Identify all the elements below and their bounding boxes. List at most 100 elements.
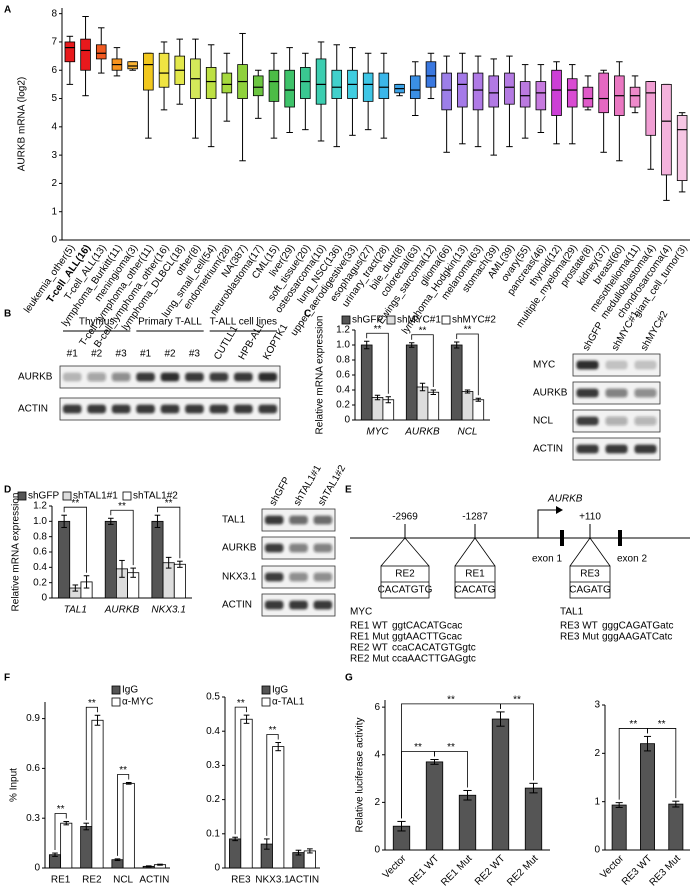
lane-label: shGFP [581,320,606,353]
y-tick-label: 1.0 [33,516,47,527]
y-tick-label: 0.8 [33,531,47,542]
legend-label: shMYC#1 [397,315,441,326]
y-tick-label: 4 [374,749,380,760]
blot-band [136,372,155,382]
y-tick-label: 0 [344,415,350,426]
panel-label: C [304,309,311,320]
legend-swatch [441,315,451,325]
bar [450,344,463,421]
blot-band [264,515,284,525]
blot-band [289,572,308,582]
box [362,72,374,102]
blot-band [576,388,599,398]
blot-band [289,543,308,553]
site-motif: CACATGTG [378,585,433,596]
bar [229,838,242,869]
box [629,86,641,108]
tss-arrow [537,509,556,538]
bar [416,386,429,421]
x-tick-label: NCL [457,427,477,438]
exon [618,530,622,546]
legend-label: α-MYC [122,697,153,708]
x-tick-label: MYC [366,427,389,438]
significance-label: ** [71,498,79,509]
blot-row-label: AURKB [533,388,568,399]
panel-label: D [4,485,11,496]
y-tick-label: 1 [594,796,600,807]
bar [427,391,440,421]
significance-label: ** [513,695,521,706]
y-tick-label: 0.6 [336,370,350,381]
y-tick-label: 0.4 [33,562,47,573]
x-tick-label: RE1 [51,875,71,886]
sequence-name: RE2 WT [350,643,388,654]
x-tick-label: RE1 Mut [439,853,474,888]
blot-band [313,572,333,582]
box [409,75,421,99]
legend-swatch [386,315,396,325]
bar [122,782,135,869]
box [315,58,327,105]
panel-label: E [345,485,352,496]
x-tick-label: AURKB [104,605,140,616]
significance-bracket [647,728,677,799]
x-tick-label: TAL1 [64,605,87,616]
significance-label: ** [374,324,382,335]
box [95,44,107,60]
box [457,72,468,108]
y-tick-label: 0.6 [26,763,40,774]
significance-label: ** [165,498,173,509]
site-name: RE1 [465,569,485,580]
x-tick-label: RE1 WT [407,853,441,887]
x-tick-label: RE2 Mut [505,853,540,888]
y-tick-label: 7 [51,37,57,48]
y-tick-label: 2 [374,797,380,808]
sequence-name: RE2 Mut [350,654,389,665]
blot-band [576,360,599,370]
x-tick-label: NKX3.1 [151,605,185,616]
sequence-name: RE1 Mut [350,632,389,643]
lane-label: #2 [91,349,103,360]
legend-label: shMYC#2 [452,315,496,326]
lane-label: shMYC#2 [639,309,671,353]
y-tick-label: 0 [594,845,600,856]
x-tick-label: AURKB [404,427,440,438]
significance-label: ** [464,325,472,336]
y-tick-label: 4 [51,121,57,132]
sequence: ggtAACTTGcac [392,632,462,643]
blot-row-label: NCL [533,416,553,427]
significance-bracket [434,751,468,788]
x-tick-label: RE3 Mut [648,853,683,888]
blot-row-label: ACTIN [18,404,48,415]
bar [491,718,510,851]
exon [560,530,564,546]
bar [80,826,93,869]
legend-label: IgG [272,685,288,696]
x-tick-label: Vector [381,853,409,881]
blot-band [289,515,308,525]
blot-band [185,404,204,414]
factor-label: TAL1 [560,607,584,618]
group-label: Thymus [79,317,115,328]
bar [668,803,684,851]
x-tick-label: NCL [113,875,133,886]
significance-label: ** [237,698,245,709]
y-tick-label: 1 [51,206,57,217]
panel-label: G [345,673,353,684]
bar [458,794,477,851]
blot-band [209,404,229,414]
legend-label: α-TAL1 [272,697,305,708]
box [158,52,170,88]
box [535,81,547,111]
y-axis-label: AURKB mRNA (log2) [17,77,28,171]
significance-label: ** [419,325,427,336]
box [127,61,138,70]
significance-bracket [63,506,87,573]
box [64,41,76,63]
legend-label: shTAL1#1 [73,491,118,502]
site-callout [380,537,430,567]
sequence: ggtCACATGcac [392,621,462,632]
blot-band [605,416,628,426]
exon-label: exon 1 [532,554,562,565]
blot-band [258,372,278,382]
